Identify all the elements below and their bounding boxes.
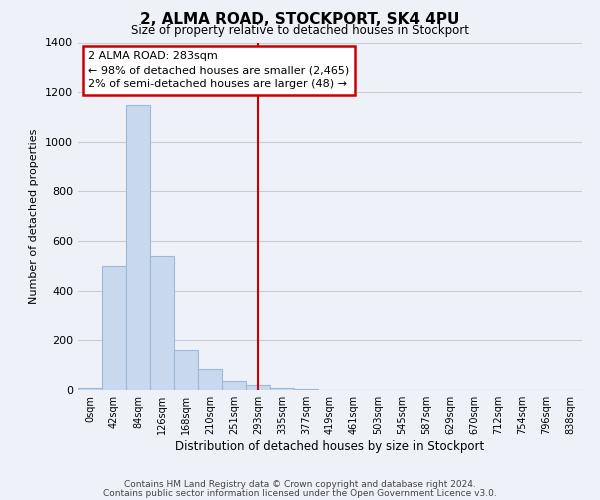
Bar (222, 382, 246, 390)
Text: Contains HM Land Registry data © Crown copyright and database right 2024.: Contains HM Land Registry data © Crown c… (124, 480, 476, 489)
Bar (126, 104, 150, 390)
Bar (174, 350, 198, 390)
Bar (102, 266, 126, 390)
Text: Size of property relative to detached houses in Stockport: Size of property relative to detached ho… (131, 24, 469, 37)
Text: 2 ALMA ROAD: 283sqm
← 98% of detached houses are smaller (2,465)
2% of semi-deta: 2 ALMA ROAD: 283sqm ← 98% of detached ho… (88, 51, 349, 89)
Y-axis label: Number of detached properties: Number of detached properties (29, 128, 40, 304)
Text: Contains public sector information licensed under the Open Government Licence v3: Contains public sector information licen… (103, 488, 497, 498)
Bar (78, 388, 102, 390)
Bar (150, 256, 174, 390)
X-axis label: Distribution of detached houses by size in Stockport: Distribution of detached houses by size … (175, 440, 485, 453)
Bar (198, 369, 222, 390)
Bar (246, 385, 270, 390)
Text: 2, ALMA ROAD, STOCKPORT, SK4 4PU: 2, ALMA ROAD, STOCKPORT, SK4 4PU (140, 12, 460, 28)
Bar (294, 389, 318, 390)
Bar (270, 388, 294, 390)
